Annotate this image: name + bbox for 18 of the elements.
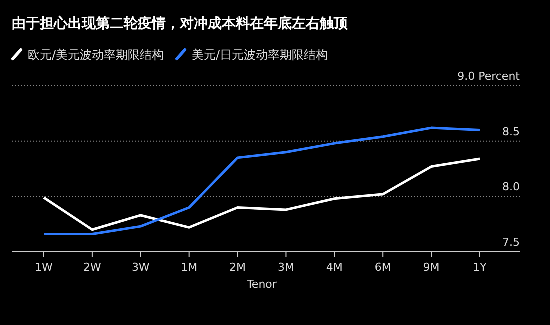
y-tick-label: 8.0 [502, 180, 520, 194]
x-tick-label: 6M [374, 261, 392, 274]
x-tick-label: 1W [35, 261, 54, 274]
y-tick-label: 7.5 [502, 236, 520, 249]
x-tick-label: 1Y [473, 261, 488, 274]
legend-label: 欧元/美元波动率期限结构 [28, 48, 164, 62]
chart-title: 由于担心出现第二轮疫情，对冲成本料在年底左右触顶 [12, 15, 349, 32]
x-tick-label: 3W [132, 261, 150, 274]
legend-label: 美元/日元波动率期限结构 [192, 48, 328, 62]
x-axis-title: Tenor [246, 278, 278, 291]
x-tick-label: 9M [423, 261, 440, 274]
x-tick-label: 1M [181, 261, 198, 274]
x-tick-label: 2M [230, 261, 246, 274]
y-tick-label: 9.0 Percent [458, 70, 521, 83]
x-tick-label: 2W [84, 261, 102, 274]
x-tick-label: 3M [278, 261, 294, 274]
y-tick-label: 8.5 [502, 125, 520, 138]
x-tick-label: 4M [326, 261, 343, 274]
